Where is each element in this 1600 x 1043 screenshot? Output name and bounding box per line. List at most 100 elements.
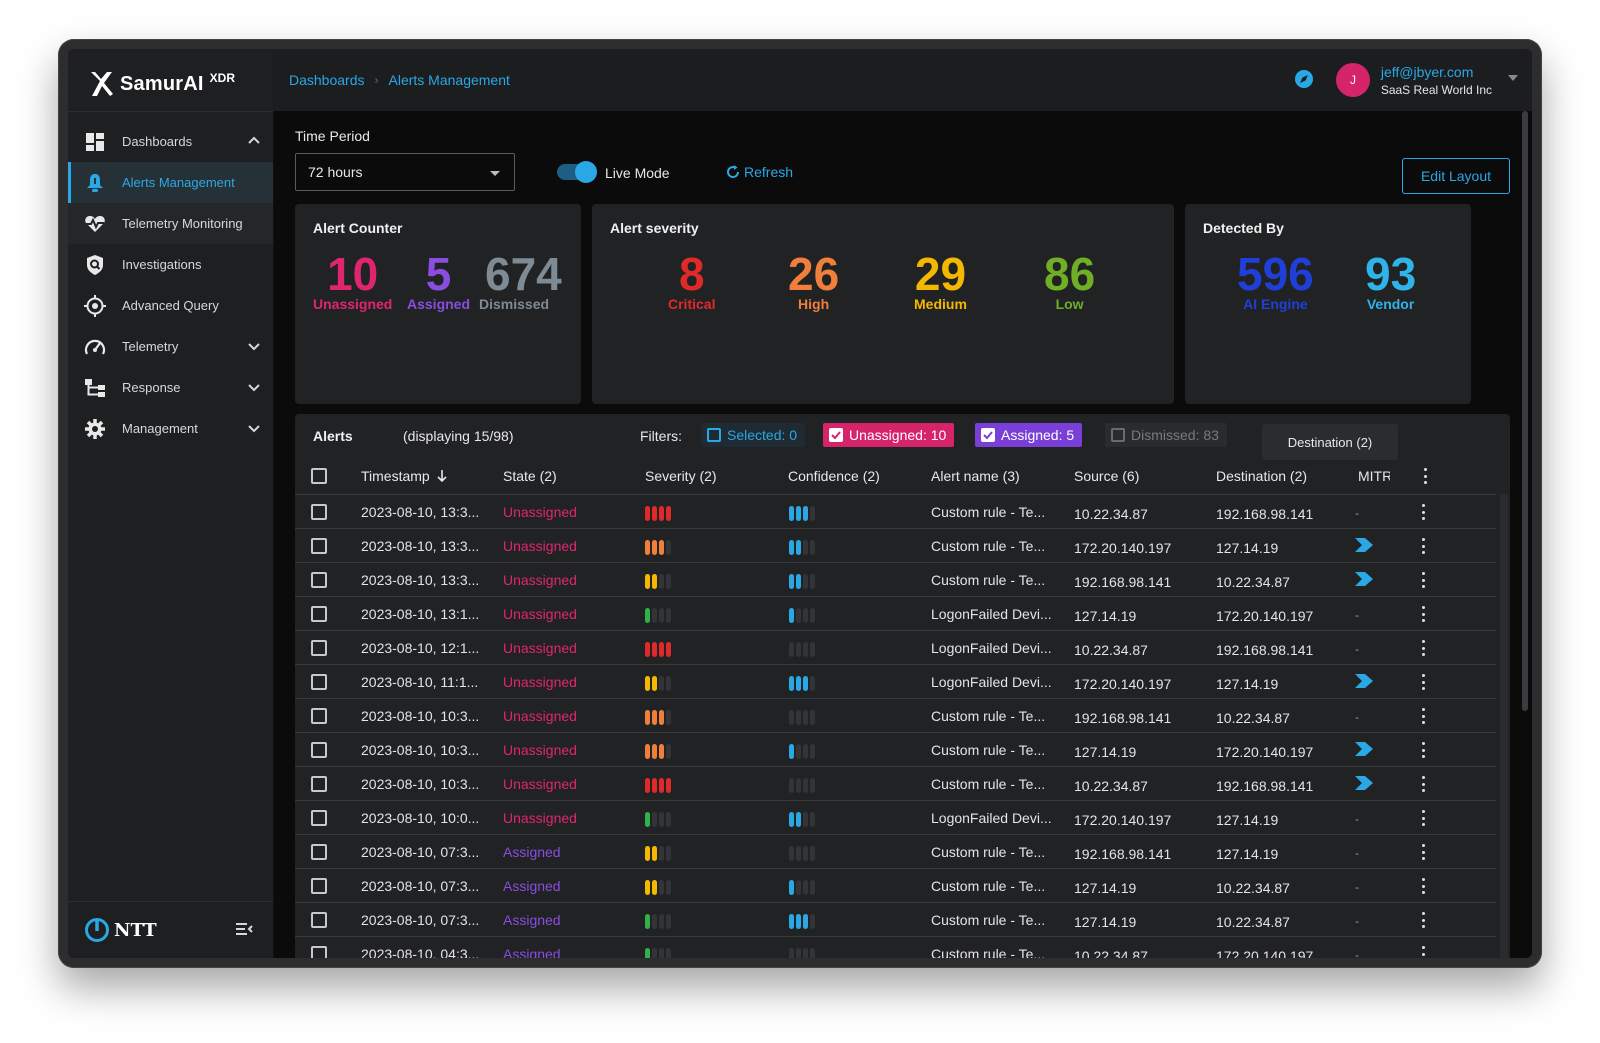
filter-selected[interactable]: Selected: 0 <box>701 423 806 447</box>
mitre-tactic-icon[interactable] <box>1355 674 1373 688</box>
stat-high[interactable]: 26 High <box>788 248 839 312</box>
row-menu-icon[interactable] <box>1421 538 1425 554</box>
row-checkbox[interactable] <box>311 640 327 656</box>
cell-destination: 10.22.34.87 <box>1216 574 1290 590</box>
breadcrumb-current[interactable]: Alerts Management <box>388 72 510 88</box>
live-mode-toggle[interactable] <box>557 161 597 183</box>
row-menu-icon[interactable] <box>1421 674 1425 690</box>
row-menu-icon[interactable] <box>1421 708 1425 724</box>
edit-layout-button[interactable]: Edit Layout <box>1402 158 1510 194</box>
col-alert-name[interactable]: Alert name (3) <box>931 468 1020 484</box>
row-checkbox[interactable] <box>311 538 327 554</box>
mitre-tactic-icon[interactable] <box>1355 572 1373 586</box>
col-severity[interactable]: Severity (2) <box>645 468 717 484</box>
time-period-select[interactable]: 72 hours <box>295 153 515 191</box>
breadcrumb-dashboards[interactable]: Dashboards <box>289 72 365 88</box>
table-row[interactable]: 2023-08-10, 10:3... Unassigned Custom ru… <box>295 732 1496 766</box>
sidebar-item-telemetry[interactable]: Telemetry <box>68 326 273 367</box>
main-scrollbar[interactable] <box>1522 111 1528 711</box>
stat-low[interactable]: 86 Low <box>1044 248 1095 312</box>
sidebar-item-investigations[interactable]: Investigations <box>68 244 273 285</box>
checkbox-icon <box>311 878 327 894</box>
row-menu-icon[interactable] <box>1421 640 1425 656</box>
col-destination[interactable]: Destination (2) <box>1216 468 1308 484</box>
row-checkbox[interactable] <box>311 946 327 958</box>
col-mitre[interactable]: MITRE <box>1358 468 1390 484</box>
row-checkbox[interactable] <box>311 810 327 826</box>
mitre-tactic-icon[interactable] <box>1355 538 1373 552</box>
table-row[interactable]: 2023-08-10, 10:0... Unassigned LogonFail… <box>295 800 1496 834</box>
row-menu-icon[interactable] <box>1421 776 1425 792</box>
row-checkbox[interactable] <box>311 504 327 520</box>
table-row[interactable]: 2023-08-10, 07:3... Assigned Custom rule… <box>295 868 1496 902</box>
stat-ai-engine[interactable]: 596 AI Engine <box>1237 248 1314 312</box>
col-confidence[interactable]: Confidence (2) <box>788 468 880 484</box>
col-state[interactable]: State (2) <box>503 468 557 484</box>
filter-unassigned[interactable]: Unassigned: 10 <box>823 423 955 447</box>
table-row[interactable]: 2023-08-10, 04:3... Assigned Custom rule… <box>295 936 1496 958</box>
row-checkbox[interactable] <box>311 572 327 588</box>
sidebar-item-advanced-query[interactable]: Advanced Query <box>68 285 273 326</box>
row-menu-icon[interactable] <box>1421 878 1425 894</box>
row-menu-icon[interactable] <box>1421 606 1425 622</box>
stat-vendor[interactable]: 93 Vendor <box>1365 248 1416 312</box>
sidebar-item-management[interactable]: Management <box>68 408 273 449</box>
mitre-tactic-icon[interactable] <box>1355 742 1373 756</box>
row-checkbox[interactable] <box>311 776 327 792</box>
table-row[interactable]: 2023-08-10, 10:3... Unassigned Custom ru… <box>295 698 1496 732</box>
column-menu-icon[interactable] <box>1423 468 1427 484</box>
row-checkbox[interactable] <box>311 742 327 758</box>
table-row[interactable]: 2023-08-10, 11:1... Unassigned LogonFail… <box>295 664 1496 698</box>
row-checkbox[interactable] <box>311 878 327 894</box>
row-checkbox[interactable] <box>311 606 327 622</box>
row-checkbox[interactable] <box>311 912 327 928</box>
col-source[interactable]: Source (6) <box>1074 468 1140 484</box>
row-menu-icon[interactable] <box>1421 572 1425 588</box>
table-row[interactable]: 2023-08-10, 13:1... Unassigned LogonFail… <box>295 596 1496 630</box>
cell-mitre <box>1355 742 1385 759</box>
col-timestamp[interactable]: Timestamp <box>361 468 448 484</box>
table-row[interactable]: 2023-08-10, 07:3... Assigned Custom rule… <box>295 902 1496 936</box>
row-menu-icon[interactable] <box>1421 742 1425 758</box>
row-menu-icon[interactable] <box>1421 844 1425 860</box>
stat-assigned[interactable]: 5 Assigned <box>407 248 470 312</box>
compass-icon[interactable] <box>1294 69 1314 89</box>
stat-dismissed[interactable]: 674 Dismissed <box>479 248 562 312</box>
refresh-button[interactable]: Refresh <box>725 164 793 180</box>
table-row[interactable]: 2023-08-10, 07:3... Assigned Custom rule… <box>295 834 1496 868</box>
filter-assigned[interactable]: Assigned: 5 <box>975 423 1083 447</box>
table-row[interactable]: 2023-08-10, 13:3... Unassigned Custom ru… <box>295 562 1496 596</box>
collapse-sidebar-icon[interactable] <box>235 920 253 938</box>
table-row[interactable]: 2023-08-10, 12:1... Unassigned LogonFail… <box>295 630 1496 664</box>
table-row[interactable]: 2023-08-10, 10:3... Unassigned Custom ru… <box>295 766 1496 800</box>
select-all-checkbox[interactable] <box>311 468 327 484</box>
sidebar-item-telemetry-monitoring[interactable]: Telemetry Monitoring <box>68 203 273 244</box>
row-checkbox[interactable] <box>311 674 327 690</box>
row-menu-icon[interactable] <box>1421 810 1425 826</box>
row-checkbox[interactable] <box>311 844 327 860</box>
row-checkbox[interactable] <box>311 708 327 724</box>
stat-critical[interactable]: 8 Critical <box>668 248 715 312</box>
row-menu-icon[interactable] <box>1421 946 1425 958</box>
row-menu-icon[interactable] <box>1421 504 1425 520</box>
stat-medium[interactable]: 29 Medium <box>914 248 967 312</box>
avatar[interactable]: J <box>1336 63 1370 97</box>
mitre-tactic-icon[interactable] <box>1355 776 1373 790</box>
table-row[interactable]: 2023-08-10, 13:3... Unassigned Custom ru… <box>295 528 1496 562</box>
sidebar-item-alerts-management[interactable]: Alerts Management <box>68 162 273 203</box>
user-menu-caret-icon[interactable] <box>1508 75 1518 81</box>
table-row[interactable]: 2023-08-10, 13:3... Unassigned Custom ru… <box>295 494 1496 528</box>
chevron-down-icon[interactable] <box>247 421 261 435</box>
sidebar-item-response[interactable]: Response <box>68 367 273 408</box>
app-logo[interactable]: SamurAI XDR <box>88 61 235 107</box>
confidence-bar <box>803 744 808 759</box>
chevron-down-icon[interactable] <box>247 339 261 353</box>
row-menu-icon[interactable] <box>1421 912 1425 928</box>
user-info[interactable]: jeff@jbyer.com SaaS Real World Inc <box>1381 64 1492 97</box>
sidebar-item-dashboards[interactable]: Dashboards <box>68 121 273 162</box>
chevron-down-icon[interactable] <box>247 380 261 394</box>
filter-dismissed[interactable]: Dismissed: 83 <box>1105 423 1227 447</box>
table-scrollbar[interactable] <box>1500 494 1508 958</box>
stat-unassigned[interactable]: 10 Unassigned <box>313 248 392 312</box>
chevron-up-icon[interactable] <box>247 134 261 148</box>
